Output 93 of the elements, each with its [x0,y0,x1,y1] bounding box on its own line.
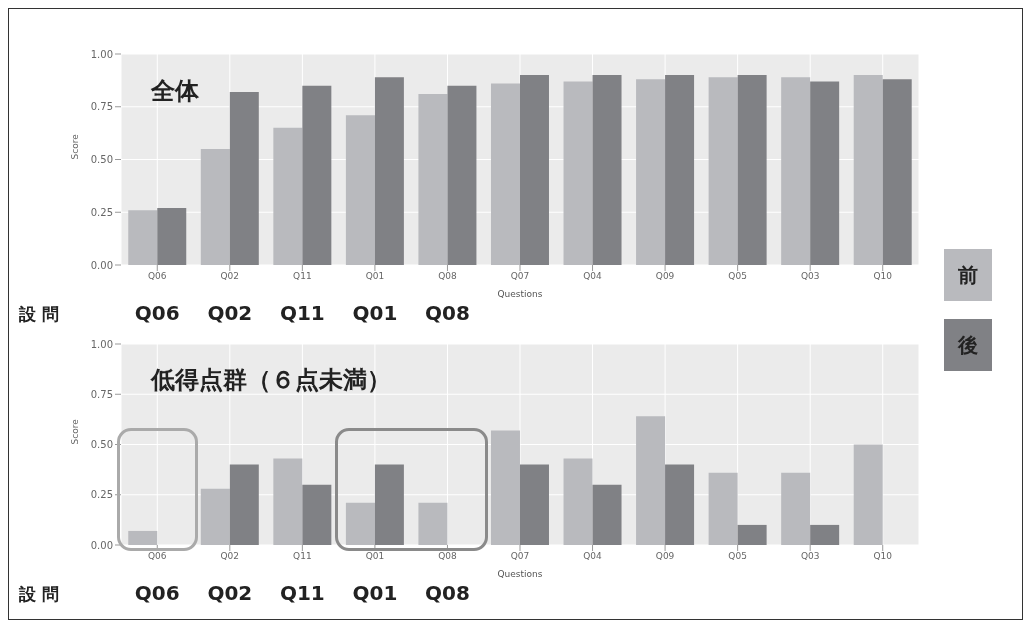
x-tick-label: Q05 [728,271,747,282]
x-tick-label: Q10 [873,551,893,562]
x-tick-label: Q06 [148,551,167,562]
text: Q11 [278,581,326,605]
bar [229,91,259,265]
bar [810,81,840,265]
x-tick-label: Q07 [510,551,530,562]
x-tick-label: Q09 [655,271,675,282]
bar [490,430,520,545]
text: 全体 [151,76,199,108]
y-tick-label: 0.75 [90,101,113,113]
bar [810,524,840,545]
x-tick-label: Q02 [220,551,240,562]
bar [563,81,593,265]
bar [519,75,549,265]
text: 低得点群（６点未満） [151,365,391,397]
y-tick-label: 0.00 [90,539,113,551]
x-tick-label: Q10 [873,271,893,282]
text: Q08 [424,581,471,605]
bar [128,210,158,265]
bar [737,75,767,265]
x-axis-title: Questions [497,289,543,299]
bar [374,464,404,545]
bar [519,464,549,545]
bar [781,77,811,265]
bar [563,458,593,545]
text: 設 問 [19,303,59,326]
text: Q02 [206,301,254,325]
y-tick-label: 1.00 [90,338,113,350]
bar [302,85,332,265]
bar [636,416,666,545]
bar [853,75,883,265]
bar [157,208,187,265]
bar [374,77,404,265]
text: 前 [944,249,992,301]
x-tick-label: Q04 [583,271,603,282]
x-tick-label: Q03 [800,551,820,562]
y-tick-label: 0.50 [90,439,113,451]
bar [853,444,883,545]
bar [128,530,158,545]
bar [665,464,695,545]
bar [200,148,230,265]
y-axis-title: Score [70,418,81,445]
x-tick-label: Q01 [365,271,385,282]
x-tick-label: Q04 [583,551,603,562]
bar [273,458,303,545]
bar [418,94,448,265]
bar [345,115,375,265]
y-axis-title: Score [70,133,81,160]
text: 後 [944,319,992,371]
x-tick-label: Q05 [728,551,747,562]
y-tick-label: 0.75 [90,388,113,400]
bar [592,75,622,265]
x-axis-title: Questions [497,569,543,579]
bar [882,79,912,265]
bar [592,484,622,545]
bar [490,83,520,265]
bar [708,77,738,265]
y-tick-label: 0.00 [90,259,113,271]
x-tick-label: Q02 [220,271,240,282]
text: Q06 [133,301,181,325]
bar [302,484,332,545]
y-tick-label: 0.25 [90,206,113,218]
bar [200,488,230,545]
bar [781,472,811,545]
bar [418,502,448,545]
bar [273,127,303,265]
text: Q08 [424,301,471,325]
x-tick-label: Q08 [438,551,457,562]
x-tick-label: Q11 [293,271,312,282]
bar [447,85,477,265]
x-tick-label: Q01 [365,551,385,562]
y-tick-label: 0.50 [90,154,113,166]
bar [737,524,767,545]
bar [665,75,695,265]
x-tick-label: Q07 [510,271,530,282]
text: Q06 [133,581,181,605]
x-tick-label: Q11 [293,551,312,562]
text: Q01 [351,581,399,605]
bar [229,464,259,545]
y-tick-label: 0.25 [90,489,113,501]
x-tick-label: Q03 [800,271,820,282]
x-tick-label: Q06 [148,271,167,282]
x-tick-label: Q09 [655,551,675,562]
y-tick-label: 1.00 [90,48,113,60]
bar [636,79,666,265]
text: 設 問 [19,583,59,606]
bar [708,472,738,545]
text: Q02 [206,581,254,605]
text: Q11 [278,301,326,325]
x-tick-label: Q08 [438,271,457,282]
text: Q01 [351,301,399,325]
bar [345,502,375,545]
